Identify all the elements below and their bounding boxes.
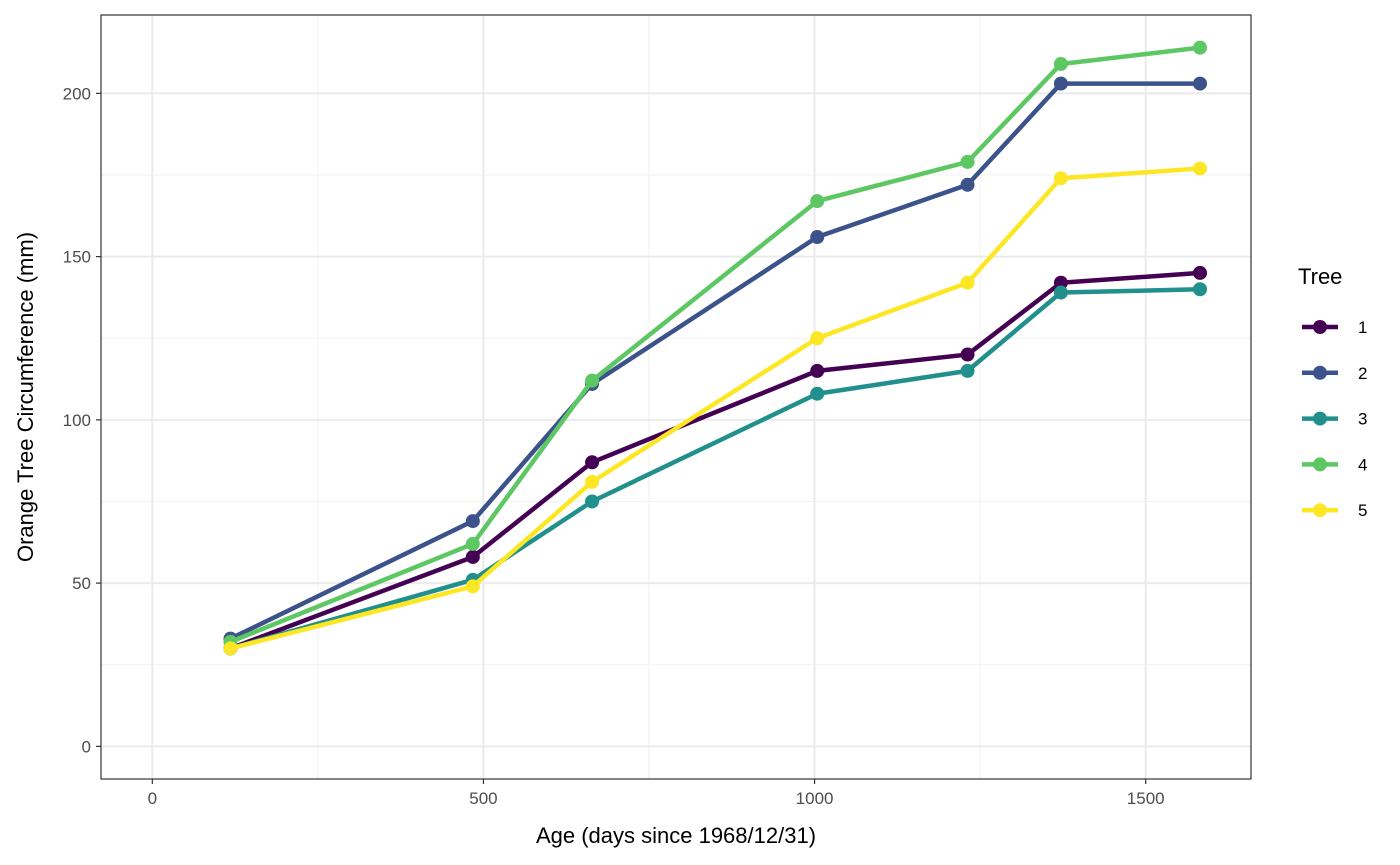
legend-item-1: 1 <box>1302 318 1367 337</box>
legend-label: 4 <box>1358 455 1367 474</box>
data-point <box>1053 76 1068 91</box>
data-point <box>1193 161 1208 176</box>
data-point <box>1193 76 1208 91</box>
data-point <box>810 230 825 245</box>
data-point <box>960 363 975 378</box>
data-point <box>465 514 480 529</box>
legend-title: Tree <box>1298 264 1342 289</box>
data-point <box>223 641 238 656</box>
legend-item-3: 3 <box>1302 410 1367 429</box>
data-point <box>585 373 600 388</box>
data-point <box>810 363 825 378</box>
data-point <box>1193 265 1208 280</box>
data-point <box>465 549 480 564</box>
x-tick-label: 500 <box>469 789 497 808</box>
y-tick-label: 150 <box>63 248 91 267</box>
data-point <box>810 386 825 401</box>
data-point <box>465 579 480 594</box>
grid <box>101 15 1251 779</box>
series-4 <box>223 40 1208 649</box>
legend-key-point <box>1313 320 1327 334</box>
legend-key-point <box>1313 503 1327 518</box>
legend-key-point <box>1313 457 1327 472</box>
plot-panel-border <box>100 14 1252 780</box>
data-point <box>585 455 600 470</box>
data-point <box>810 194 825 209</box>
y-tick-label: 100 <box>63 411 91 430</box>
axes: 0 500 1000 1500 0 50 100 150 200 <box>63 84 1165 808</box>
data-point <box>465 536 480 551</box>
legend-label: 1 <box>1358 318 1367 337</box>
y-tick-label: 0 <box>82 737 91 756</box>
series-line-4 <box>229 45 1201 644</box>
series-line-5 <box>229 166 1201 651</box>
data-point <box>1053 285 1068 300</box>
x-axis-title: Age (days since 1968/12/31) <box>536 823 816 848</box>
data-point <box>960 154 975 169</box>
legend: Tree 1 2 3 4 5 <box>1298 264 1367 520</box>
series-line-2 <box>229 81 1201 641</box>
data-point <box>585 474 600 489</box>
data-point <box>1053 275 1068 290</box>
data-point <box>960 347 975 362</box>
legend-key-point <box>1313 411 1327 426</box>
x-tick-label: 1000 <box>796 789 834 808</box>
data-point <box>1053 171 1068 186</box>
series-2 <box>223 76 1208 646</box>
data-point <box>1193 40 1208 55</box>
y-tick-label: 50 <box>72 574 91 593</box>
data-point <box>1193 282 1208 297</box>
data-point <box>1053 56 1068 71</box>
legend-label: 2 <box>1358 364 1367 383</box>
y-axis-title: Orange Tree Circumference (mm) <box>13 232 38 562</box>
legend-item-2: 2 <box>1302 364 1367 383</box>
data-point <box>810 331 825 346</box>
legend-label: 5 <box>1358 501 1367 520</box>
data-point <box>960 177 975 192</box>
legend-key-point <box>1313 365 1327 380</box>
x-tick-label: 1500 <box>1127 789 1165 808</box>
series-group <box>223 40 1208 656</box>
x-tick-label: 0 <box>148 789 157 808</box>
legend-label: 3 <box>1358 410 1367 429</box>
series-line-1 <box>229 270 1201 651</box>
data-point <box>585 494 600 509</box>
data-point <box>960 275 975 290</box>
y-tick-label: 200 <box>63 84 91 103</box>
series-1 <box>223 265 1208 656</box>
legend-item-5: 5 <box>1302 501 1367 520</box>
series-5 <box>223 161 1208 656</box>
legend-item-4: 4 <box>1302 455 1367 474</box>
